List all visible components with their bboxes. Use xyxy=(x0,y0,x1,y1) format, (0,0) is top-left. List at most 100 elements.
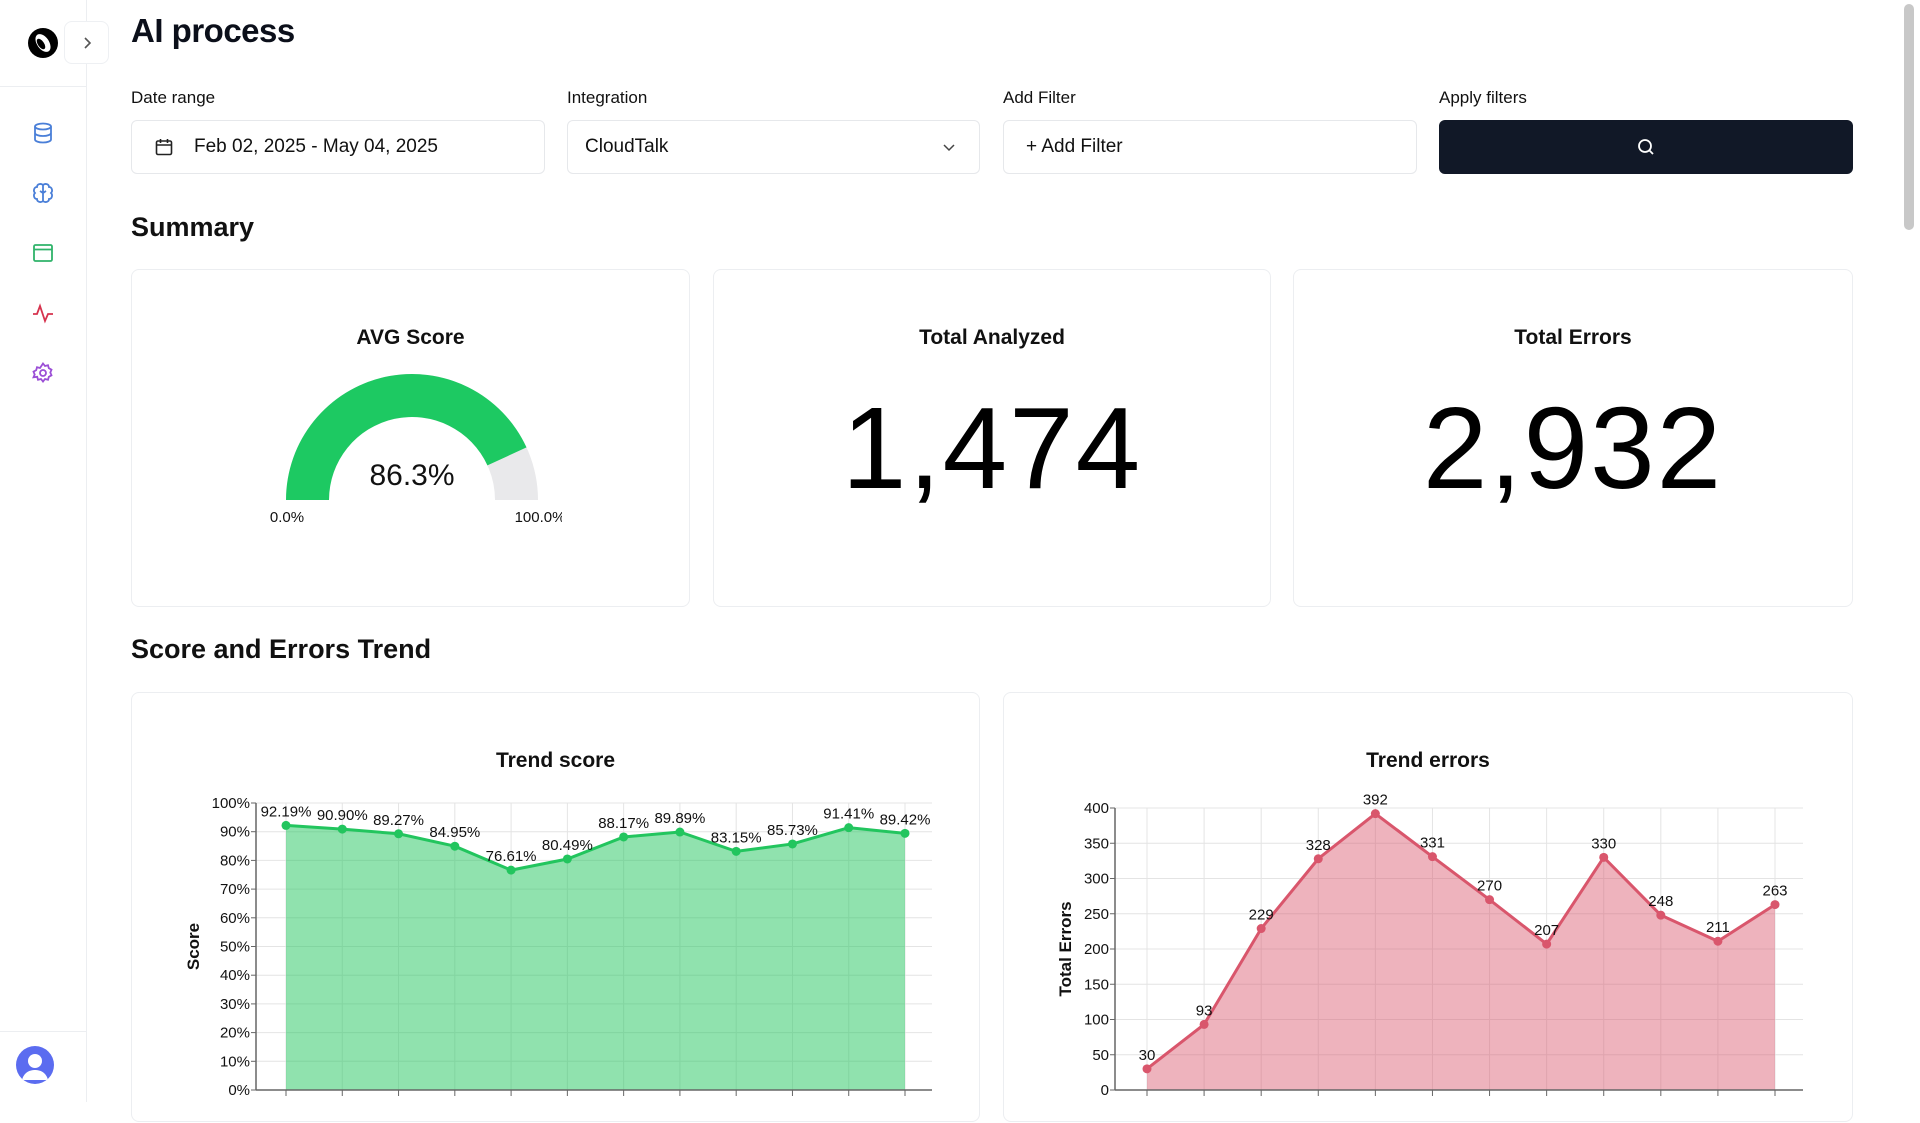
add-filter-text: + Add Filter xyxy=(1026,136,1123,157)
add-filter-button[interactable]: + Add Filter xyxy=(1003,120,1417,174)
scrollbar-thumb[interactable] xyxy=(1904,4,1914,230)
data-point xyxy=(731,846,741,856)
calendar-icon xyxy=(155,139,173,156)
total-analyzed-card: Total Analyzed 1,474 xyxy=(713,269,1271,607)
data-point xyxy=(675,827,685,837)
y-tick-label: 50% xyxy=(220,939,250,956)
data-label: 85.73% xyxy=(767,822,818,839)
data-point xyxy=(281,820,291,830)
y-tick-label: 150 xyxy=(1084,976,1109,993)
data-point xyxy=(562,854,572,864)
gauge-fill xyxy=(286,373,527,500)
data-point xyxy=(1427,852,1437,862)
data-point xyxy=(450,841,460,851)
data-point xyxy=(844,823,854,833)
y-tick-label: 30% xyxy=(220,996,250,1013)
data-label: 248 xyxy=(1648,893,1673,910)
total-errors-card: Total Errors 2,932 xyxy=(1293,269,1853,607)
sidebar-header xyxy=(0,0,87,87)
data-label: 91.41% xyxy=(823,806,874,823)
data-point xyxy=(1770,900,1780,910)
date-range-picker[interactable]: Feb 02, 2025 - May 04, 2025 xyxy=(131,120,545,174)
data-point xyxy=(337,824,347,834)
y-tick-label: 10% xyxy=(220,1053,250,1070)
activity-icon[interactable] xyxy=(31,301,55,325)
data-point xyxy=(506,865,516,875)
data-label: 93 xyxy=(1196,1002,1213,1019)
trend-score-title: Trend score xyxy=(495,749,616,772)
sidebar-footer-divider xyxy=(0,1031,87,1032)
gear-icon[interactable] xyxy=(31,361,55,385)
total-analyzed-value: 1,474 xyxy=(841,383,1143,513)
total-analyzed-title: Total Analyzed xyxy=(919,326,1065,349)
database-icon[interactable] xyxy=(31,121,55,145)
expand-sidebar-button[interactable] xyxy=(64,21,109,64)
add-filter-label: Add Filter xyxy=(1003,88,1076,107)
search-icon xyxy=(1638,139,1654,155)
data-label: 30 xyxy=(1139,1047,1156,1064)
data-point xyxy=(1370,809,1380,819)
y-tick-label: 250 xyxy=(1084,906,1109,923)
data-point xyxy=(787,839,797,849)
y-axis-label: Score xyxy=(184,923,203,970)
data-label: 330 xyxy=(1591,835,1616,852)
series-line xyxy=(285,823,906,872)
data-label: 331 xyxy=(1420,835,1445,852)
data-label: 263 xyxy=(1762,883,1787,900)
browser-window-icon[interactable] xyxy=(31,241,55,265)
data-point xyxy=(1313,854,1323,864)
avg-score-card: AVG Score 86.3% 0.0% 100.0% xyxy=(131,269,690,607)
integration-label: Integration xyxy=(567,88,648,107)
gauge-value: 86.3% xyxy=(369,459,454,492)
data-point xyxy=(1485,895,1495,905)
user-icon xyxy=(22,1054,48,1080)
y-tick-label: 100 xyxy=(1084,1012,1109,1029)
chevron-down-icon xyxy=(943,144,955,152)
integration-value: CloudTalk xyxy=(585,136,669,157)
data-point xyxy=(1142,1064,1152,1074)
data-label: 89.27% xyxy=(373,812,424,829)
brain-icon[interactable] xyxy=(31,181,55,205)
data-label: 88.17% xyxy=(598,815,649,832)
y-tick-label: 50 xyxy=(1092,1047,1109,1064)
y-tick-label: 0% xyxy=(228,1082,250,1099)
data-label: 207 xyxy=(1534,922,1559,939)
y-tick-label: 70% xyxy=(220,881,250,898)
data-point xyxy=(1713,936,1723,946)
data-point xyxy=(1256,924,1266,934)
series-line xyxy=(1146,811,1776,1071)
integration-select[interactable]: CloudTalk xyxy=(567,120,980,174)
summary-heading: Summary xyxy=(131,212,255,242)
trend-score-chart: 0% 10% 20% 30% 40% 50% 60% 70% 80% 90% 100% 92.19% 9… xyxy=(184,795,932,1099)
page-scrollbar[interactable] xyxy=(1902,0,1916,1102)
y-tick-label: 200 xyxy=(1084,941,1109,958)
y-tick-label: 80% xyxy=(220,852,250,869)
date-range-value: Feb 02, 2025 - May 04, 2025 xyxy=(194,136,438,157)
avg-score-gauge: 86.3% 0.0% 100.0% xyxy=(270,373,562,526)
avatar[interactable] xyxy=(16,1046,54,1084)
trend-errors-card: Trend errors 0 50 100 150 200 250 300 350 400 30 9… xyxy=(1003,692,1853,1122)
y-tick-label: 350 xyxy=(1084,835,1109,852)
trend-heading: Score and Errors Trend xyxy=(131,634,432,664)
data-point xyxy=(1542,939,1552,949)
y-tick-label: 300 xyxy=(1084,871,1109,888)
total-errors-value: 2,932 xyxy=(1422,383,1724,513)
gauge-max-label: 100.0% xyxy=(515,509,562,526)
trend-errors-title: Trend errors xyxy=(1366,749,1490,772)
data-label: 90.90% xyxy=(317,807,368,824)
apply-filters-button[interactable] xyxy=(1439,120,1853,174)
y-axis-label: Total Errors xyxy=(1056,901,1075,996)
y-tick-label: 20% xyxy=(220,1025,250,1042)
trend-errors-chart: 0 50 100 150 200 250 300 350 400 30 93 229 328 392 331… xyxy=(1056,792,1803,1099)
total-errors-title: Total Errors xyxy=(1514,326,1632,349)
area-fill xyxy=(286,825,905,1090)
logo[interactable] xyxy=(26,26,60,60)
sidebar xyxy=(0,0,109,1102)
data-label: 89.42% xyxy=(880,811,931,828)
area-fill xyxy=(1147,813,1775,1090)
data-label: 211 xyxy=(1706,919,1730,936)
y-tick-label: 60% xyxy=(220,910,250,927)
data-point xyxy=(1656,910,1666,920)
gauge-min-label: 0.0% xyxy=(270,509,304,526)
data-label: 270 xyxy=(1477,878,1502,895)
